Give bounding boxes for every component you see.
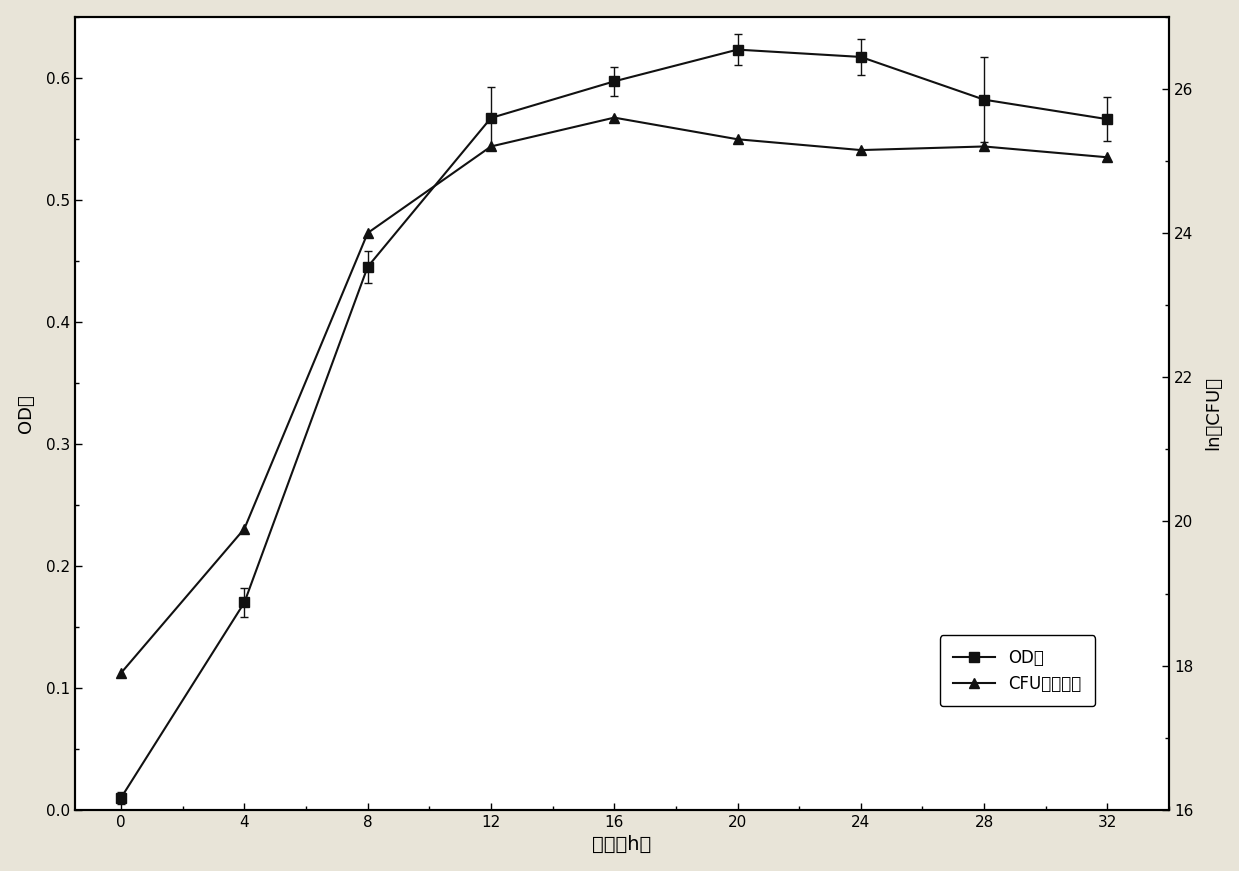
CFU自然对数 (483, 141, 498, 152)
OD值 (854, 51, 869, 62)
CFU自然对数 (730, 134, 745, 145)
OD值 (483, 112, 498, 123)
CFU自然对数 (237, 523, 252, 534)
Y-axis label: ln（CFU）: ln（CFU） (1204, 376, 1223, 450)
OD值 (1100, 114, 1115, 125)
OD值 (730, 44, 745, 55)
OD值 (607, 76, 622, 86)
CFU自然对数 (1100, 152, 1115, 163)
OD值 (237, 598, 252, 608)
CFU自然对数 (361, 228, 375, 239)
CFU自然对数 (607, 112, 622, 123)
Line: OD值: OD值 (116, 44, 1113, 802)
OD值 (361, 261, 375, 272)
Y-axis label: OD值: OD值 (16, 394, 35, 433)
Line: CFU自然对数: CFU自然对数 (116, 112, 1113, 678)
OD值 (976, 94, 991, 105)
Legend: OD值, CFU自然对数: OD值, CFU自然对数 (940, 635, 1095, 706)
CFU自然对数 (854, 145, 869, 155)
CFU自然对数 (976, 141, 991, 152)
OD值 (114, 793, 129, 803)
X-axis label: 时间（h）: 时间（h） (592, 835, 652, 854)
CFU自然对数 (114, 668, 129, 679)
